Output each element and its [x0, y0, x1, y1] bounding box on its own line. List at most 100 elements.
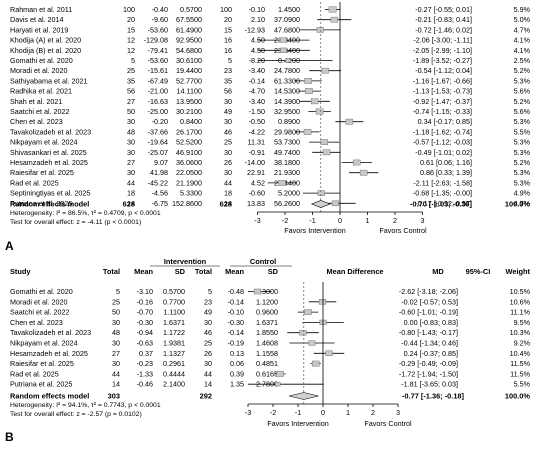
intervention-mean: -0.20: [152, 117, 168, 126]
md-ci-value: -1.89 [-3.52; -0.27]: [413, 56, 472, 65]
favors-control-label: Favors Control: [379, 226, 427, 235]
intervention-total: 30: [127, 148, 135, 157]
intervention-sd: 36.0600: [176, 158, 202, 167]
control-mean: 0.13: [230, 349, 244, 358]
control-sd: 1.1200: [256, 297, 278, 306]
intervention-sd: 1.9381: [163, 339, 185, 348]
md-ci-value: -0.92 [-1.47; -0.37]: [413, 97, 472, 106]
x-tick-label: -2: [270, 408, 276, 417]
control-sd: 47.6800: [274, 25, 300, 34]
study-name: Chen et al. 2023: [10, 318, 63, 327]
intervention-mean: -21.00: [148, 87, 168, 96]
effect-square: [317, 190, 325, 196]
intervention-total: 14: [112, 380, 120, 389]
control-sd: 0.4851: [256, 359, 278, 368]
intervention-mean: -1.33: [137, 369, 153, 378]
favors-control-label: Favors Control: [364, 419, 412, 428]
md-ci-value: 0.34 [-0.17; 0.85]: [418, 117, 472, 126]
intervention-sd: 19.4400: [176, 66, 202, 75]
control-mean: 0.39: [230, 369, 244, 378]
md-ci-value: -0.49 [-1.01; 0.02]: [415, 148, 472, 157]
control-total-header: Total: [195, 267, 212, 276]
study-name: Raiesifar et al. 2025: [10, 168, 74, 177]
intervention-total: 50: [127, 107, 135, 116]
intervention-mean: -37.66: [148, 127, 168, 136]
x-tick-label: 0: [321, 408, 325, 417]
study-name: Khodija (B) et al. 2020: [10, 46, 81, 55]
control-total: 30: [224, 168, 232, 177]
effect-square: [353, 159, 361, 166]
control-sd: 1.4500: [278, 5, 300, 14]
study-name: Shivasankari et al. 2025: [10, 148, 87, 157]
control-sd-header: SD: [268, 267, 279, 276]
intervention-total: 15: [127, 25, 135, 34]
panel-label: A: [5, 239, 14, 253]
effect-square: [253, 288, 262, 295]
md-ci-value: -0.27 [-0.55; 0.01]: [415, 5, 472, 14]
weight-value: 10.6%: [510, 297, 531, 306]
study-name: Chen et al. 2023: [10, 117, 63, 126]
control-total: 35: [224, 76, 232, 85]
x-tick-label: 0: [338, 216, 342, 225]
intervention-mean: -45.22: [148, 178, 168, 187]
intervention-total: 30: [127, 117, 135, 126]
intervention-mean: -0.23: [137, 359, 153, 368]
control-total: 26: [204, 349, 212, 358]
study-name: Rahman et al. 2011: [10, 5, 72, 14]
intervention-total: 50: [112, 308, 120, 317]
md-ci-value: -2.06 [-3.00; -1.11]: [413, 36, 472, 45]
intervention-sd: 152.8600: [172, 199, 202, 208]
weight-value: 11.5%: [510, 359, 530, 368]
md-ci-value: -0.80 [-1.43; -0.17]: [399, 328, 458, 337]
effect-square: [310, 98, 319, 105]
control-total: 100: [220, 5, 232, 14]
weight-value: 4.1%: [514, 36, 531, 45]
md-ci-value: -0.74 [-1.15; -0.33]: [413, 107, 472, 116]
study-name: Shah et al. 2021: [10, 97, 62, 106]
overall-effect-text: Test for overall effect: z = -4.11 (p < …: [10, 219, 141, 226]
control-sd: 0.9600: [256, 308, 278, 317]
intervention-sd: 13.9500: [176, 97, 202, 106]
intervention-total: 30: [112, 359, 120, 368]
intervention-mean: -79.41: [148, 46, 168, 55]
md-ci-value: -1.81 [-3.65; 0.03]: [401, 380, 458, 389]
pooled-control-total: 292: [200, 392, 212, 401]
intervention-mean: -129.08: [144, 36, 168, 45]
effect-square: [280, 47, 288, 53]
control-sd: 24.7800: [274, 66, 300, 75]
control-total: 23: [224, 66, 232, 75]
md-ci-value: 0.86 [0.33; 1.39]: [420, 168, 472, 177]
effect-square: [312, 360, 320, 367]
x-tick-label: -1: [309, 216, 315, 225]
effect-square: [285, 58, 291, 63]
control-total: 18: [224, 189, 232, 198]
control-sd: 0.6165: [256, 369, 278, 378]
control-total: 5: [228, 56, 232, 65]
intervention-total: 5: [116, 287, 120, 296]
control-sd: 32.9500: [274, 107, 300, 116]
intervention-total: 30: [127, 168, 135, 177]
intervention-sd: 14.1100: [177, 87, 202, 96]
intervention-total: 44: [112, 369, 120, 378]
study-name: Haryati et al. 2019: [10, 25, 68, 34]
weight-value: 5.5%: [514, 380, 531, 389]
weight-value: 5.2%: [514, 158, 531, 167]
intervention-mean: -0.94: [137, 328, 153, 337]
weight-value: 5.3%: [514, 117, 531, 126]
pooled-md-ci: -0.70 [-1.03; -0.36]: [410, 200, 473, 209]
x-tick-label: -3: [245, 408, 251, 417]
mean-difference-header: Mean Difference: [326, 267, 383, 276]
intervention-mean-header: Mean: [134, 267, 153, 276]
intervention-total-header: Total: [103, 267, 120, 276]
intervention-mean: -4.56: [152, 189, 168, 198]
intervention-sd: 92.9500: [176, 36, 202, 45]
control-total: 30: [204, 359, 212, 368]
intervention-total: 56: [127, 87, 135, 96]
effect-square: [325, 350, 333, 357]
intervention-total: 48: [127, 127, 135, 136]
panel-a: Rahman et al. 2011 100 -0.40 0.5700 100 -0.10…: [5, 2, 531, 253]
effect-square: [308, 340, 316, 346]
study-name: Nikpayam et al. 2024: [10, 339, 78, 348]
weight-value: 5.6%: [514, 107, 531, 116]
weight-value: 4.9%: [514, 189, 531, 198]
